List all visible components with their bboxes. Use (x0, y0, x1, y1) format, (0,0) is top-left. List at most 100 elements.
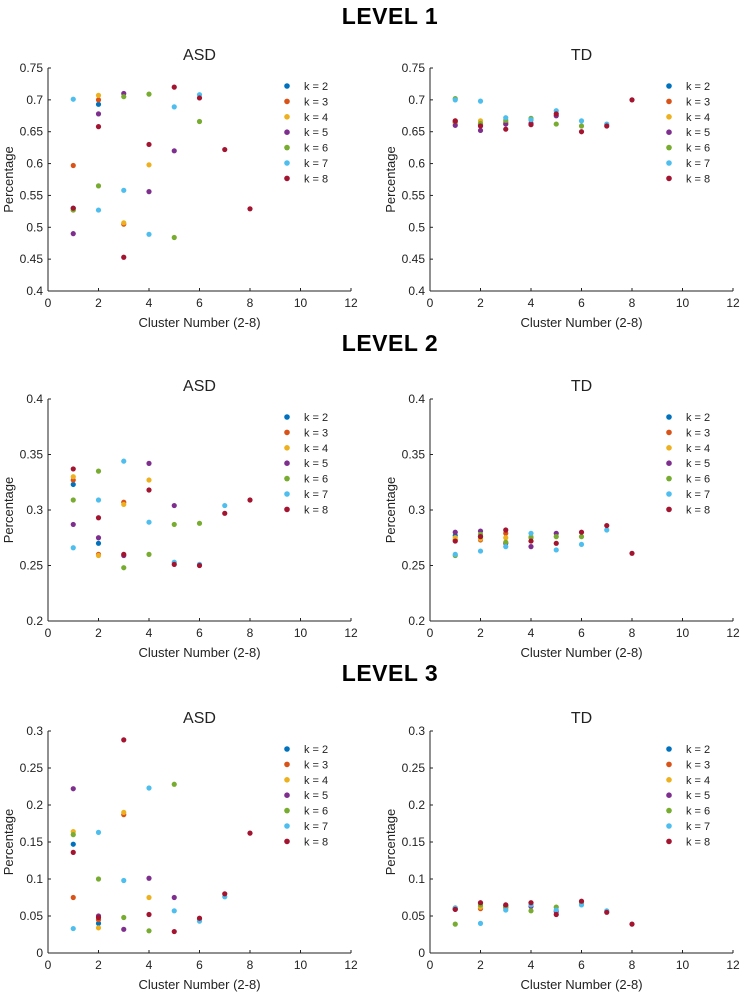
legend-marker (284, 807, 290, 814)
data-point-k2 (95, 920, 102, 927)
x-tick-label: 10 (294, 296, 308, 310)
data-point-k6 (553, 534, 559, 540)
data-point-k5 (528, 544, 534, 550)
y-tick-label: 0.05 (402, 909, 426, 923)
legend-marker (666, 83, 672, 89)
y-tick-label: 0.5 (408, 220, 425, 234)
legend-label: k = 3 (686, 759, 710, 771)
data-point-k7 (222, 502, 228, 509)
x-tick-label: 0 (427, 626, 434, 640)
data-point-k4 (503, 535, 509, 541)
legend-marker (666, 807, 672, 814)
data-point-k5 (70, 231, 76, 237)
legend-marker (666, 160, 672, 166)
data-point-k8 (70, 205, 76, 211)
legend-label: k = 6 (686, 806, 710, 818)
data-point-k8 (146, 911, 152, 918)
legend-marker (284, 414, 290, 420)
legend-marker (284, 838, 290, 845)
data-point-k3 (70, 894, 76, 901)
y-tick-label: 0.3 (408, 503, 425, 517)
data-point-k6 (503, 539, 509, 545)
data-point-k6 (146, 91, 152, 97)
data-point-k5 (171, 502, 177, 509)
x-tick-label: 2 (95, 626, 102, 640)
data-point-k6 (70, 832, 76, 838)
x-axis-label: Cluster Number (2-8) (520, 645, 642, 660)
x-tick-label: 0 (45, 296, 52, 310)
data-point-k7 (553, 907, 559, 913)
y-tick-label: 0.35 (20, 448, 44, 462)
data-point-k8 (222, 891, 228, 897)
data-point-k8 (70, 849, 76, 855)
y-axis-label: Percentage (383, 477, 398, 544)
data-point-k7 (477, 920, 484, 927)
y-tick-label: 0.5 (26, 220, 43, 234)
x-tick-label: 6 (196, 296, 203, 310)
y-tick-label: 0.3 (408, 724, 425, 738)
data-point-k3 (70, 162, 76, 169)
data-point-k5 (95, 535, 102, 541)
data-point-k8 (503, 527, 509, 533)
legend-label: k = 2 (304, 81, 328, 93)
data-point-k6 (121, 94, 127, 100)
legend-marker (284, 460, 290, 467)
level-1-title: LEVEL 1 (341, 3, 439, 29)
data-point-k8 (247, 830, 253, 836)
y-tick-label: 0.25 (402, 559, 426, 573)
data-point-k8 (604, 123, 610, 129)
y-axis-label: Percentage (1, 477, 16, 544)
data-point-k7 (146, 785, 152, 791)
data-point-k2 (70, 841, 76, 847)
legend-label: k = 6 (304, 474, 328, 486)
data-point-k4 (70, 474, 76, 480)
x-tick-label: 4 (528, 626, 535, 640)
data-point-k5 (95, 111, 102, 117)
legend-marker (284, 491, 290, 497)
legend-marker (666, 414, 672, 420)
legend-label: k = 4 (686, 443, 710, 455)
data-point-k2 (95, 101, 102, 107)
legend-label: k = 2 (304, 744, 328, 756)
legend-marker (666, 129, 672, 135)
legend-label: k = 7 (304, 821, 328, 833)
data-point-k5 (452, 122, 458, 128)
data-point-k7 (70, 925, 76, 932)
chart-title: TD (571, 710, 592, 727)
data-point-k6 (95, 876, 102, 882)
legend-label: k = 8 (304, 836, 328, 848)
legend-label: k = 8 (304, 504, 328, 516)
data-point-k6 (578, 534, 585, 540)
y-tick-label: 0.7 (26, 93, 43, 107)
y-tick-label: 0.35 (402, 448, 426, 462)
x-tick-label: 2 (477, 296, 484, 310)
legend-label: k = 2 (686, 412, 710, 424)
legend-label: k = 7 (686, 489, 710, 501)
data-point-k8 (247, 497, 253, 503)
legend-label: k = 5 (686, 127, 710, 139)
y-tick-label: 0.4 (26, 392, 43, 406)
data-point-k7 (503, 907, 509, 913)
legend-marker (284, 129, 290, 135)
data-point-k4 (121, 501, 127, 508)
y-axis-label: Percentage (383, 809, 398, 876)
data-point-k5 (503, 121, 509, 127)
legend-label: k = 3 (686, 427, 710, 439)
x-axis-label: Cluster Number (2-8) (138, 977, 260, 992)
legend-label: k = 4 (304, 112, 328, 124)
legend-label: k = 5 (686, 458, 710, 470)
legend-label: k = 3 (304, 96, 328, 108)
legend-label: k = 7 (304, 489, 328, 501)
y-tick-label: 0.1 (26, 872, 43, 886)
legend-marker (666, 175, 672, 182)
data-point-k7 (578, 118, 585, 124)
legend-label: k = 3 (304, 427, 328, 439)
data-point-k4 (146, 162, 152, 168)
x-tick-label: 10 (294, 626, 308, 640)
y-tick-label: 0.7 (408, 93, 425, 107)
data-point-k8 (121, 737, 127, 743)
legend-label: k = 6 (686, 474, 710, 486)
data-point-k7 (604, 527, 610, 533)
data-point-k7 (121, 458, 127, 464)
